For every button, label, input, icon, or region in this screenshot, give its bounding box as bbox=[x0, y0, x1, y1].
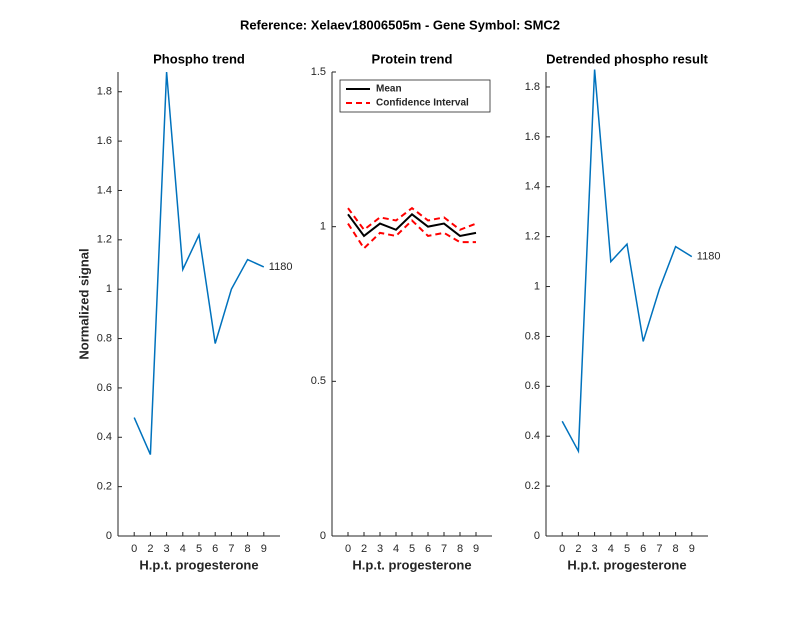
y-tick-label: 0.2 bbox=[97, 481, 112, 493]
x-tick-label: 0 bbox=[131, 543, 137, 555]
y-tick-label: 1.2 bbox=[525, 231, 540, 243]
y-tick-label: 0 bbox=[534, 530, 540, 542]
y-tick-label: 1 bbox=[106, 283, 112, 295]
x-tick-label: 2 bbox=[147, 543, 153, 555]
y-tick-label: 1.4 bbox=[525, 181, 540, 193]
legend-label: Mean bbox=[376, 84, 402, 95]
annotation: 1180 bbox=[697, 251, 721, 263]
y-tick-label: 0.6 bbox=[525, 380, 540, 392]
y-tick-label: 1 bbox=[534, 280, 540, 292]
x-tick-label: 2 bbox=[575, 543, 581, 555]
y-tick-label: 1.4 bbox=[97, 184, 112, 196]
y-tick-label: 0 bbox=[106, 530, 112, 542]
subplot-title: Protein trend bbox=[372, 51, 453, 66]
x-tick-label: 6 bbox=[640, 543, 646, 555]
x-tick-label: 2 bbox=[361, 543, 367, 555]
y-tick-label: 0.8 bbox=[97, 332, 112, 344]
x-tick-label: 0 bbox=[345, 543, 351, 555]
x-tick-label: 0 bbox=[559, 543, 565, 555]
series-line bbox=[347, 219, 476, 250]
y-tick-label: 1.8 bbox=[97, 86, 112, 98]
series-line bbox=[347, 206, 477, 232]
x-tick-label: 6 bbox=[212, 543, 218, 555]
x-tick-label: 9 bbox=[261, 543, 267, 555]
x-tick-label: 5 bbox=[624, 543, 630, 555]
y-tick-label: 0.8 bbox=[525, 330, 540, 342]
y-tick-label: 1.6 bbox=[525, 131, 540, 143]
series-line bbox=[561, 69, 693, 454]
x-tick-label: 9 bbox=[689, 543, 695, 555]
series-line bbox=[133, 71, 265, 455]
subplot-title: Detrended phospho result bbox=[546, 51, 708, 66]
x-tick-label: 7 bbox=[656, 543, 662, 555]
x-axis-label: H.p.t. progesterone bbox=[352, 557, 471, 572]
x-tick-label: 6 bbox=[425, 543, 431, 555]
x-tick-label: 9 bbox=[473, 543, 479, 555]
y-tick-label: 0.2 bbox=[525, 480, 540, 492]
y-tick-label: 0 bbox=[320, 530, 326, 542]
x-axis-label: H.p.t. progesterone bbox=[567, 557, 686, 572]
x-tick-label: 8 bbox=[673, 543, 679, 555]
x-tick-label: 4 bbox=[393, 543, 399, 555]
x-tick-label: 3 bbox=[164, 543, 170, 555]
annotation: 1180 bbox=[269, 261, 293, 273]
x-tick-label: 8 bbox=[457, 543, 463, 555]
series-line bbox=[347, 212, 477, 238]
x-axis-label: H.p.t. progesterone bbox=[139, 557, 258, 572]
x-tick-label: 7 bbox=[228, 543, 234, 555]
x-tick-label: 5 bbox=[409, 543, 415, 555]
x-tick-label: 7 bbox=[441, 543, 447, 555]
x-tick-label: 3 bbox=[377, 543, 383, 555]
y-tick-label: 1.2 bbox=[97, 234, 112, 246]
y-tick-label: 1.5 bbox=[311, 66, 326, 78]
x-tick-label: 3 bbox=[592, 543, 598, 555]
legend-label: Confidence Interval bbox=[376, 98, 469, 109]
y-tick-label: 1.6 bbox=[97, 135, 112, 147]
y-tick-label: 0.4 bbox=[97, 431, 112, 443]
y-axis-label: Normalized signal bbox=[76, 248, 91, 359]
x-tick-label: 4 bbox=[180, 543, 186, 555]
y-tick-label: 0.5 bbox=[311, 375, 326, 387]
y-tick-label: 0.6 bbox=[97, 382, 112, 394]
x-tick-label: 8 bbox=[245, 543, 251, 555]
y-tick-label: 1 bbox=[320, 221, 326, 233]
x-tick-label: 4 bbox=[608, 543, 614, 555]
figure-title: Reference: Xelaev18006505m - Gene Symbol… bbox=[240, 17, 560, 32]
x-tick-label: 5 bbox=[196, 543, 202, 555]
legend-box bbox=[339, 79, 491, 113]
subplot-title: Phospho trend bbox=[153, 51, 245, 66]
y-tick-label: 1.8 bbox=[525, 81, 540, 93]
y-tick-label: 0.4 bbox=[525, 430, 540, 442]
